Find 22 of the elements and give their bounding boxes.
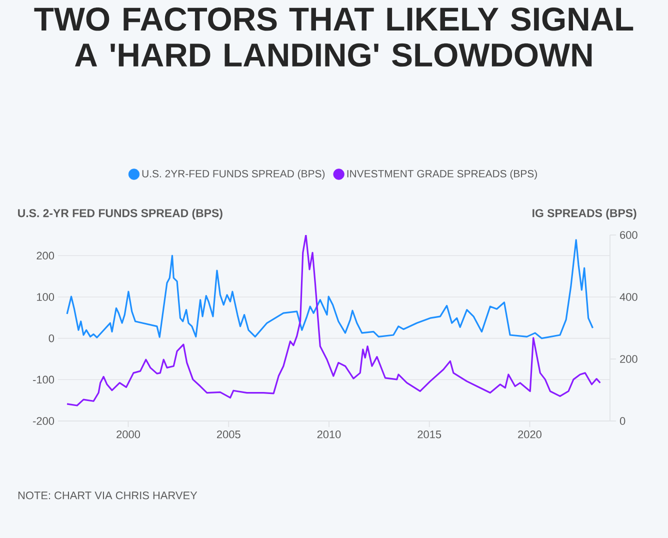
y-axis-title: U.S. 2-YR FED FUNDS SPREAD (BPS) bbox=[18, 208, 222, 220]
x-tick-label: 2020 bbox=[518, 430, 542, 438]
legend-label: U.S. 2YR-FED FUNDS SPREAD (BPS) bbox=[142, 170, 325, 180]
y-tick-label: 200 bbox=[36, 252, 54, 260]
y2-tick-label: 200 bbox=[620, 355, 638, 363]
line-series bbox=[66, 239, 594, 340]
y-tick-label: -200 bbox=[33, 417, 54, 425]
y2-tick-label: 600 bbox=[620, 231, 638, 239]
text: NOTE: CHART VIA CHRIS HARVEY bbox=[18, 492, 198, 500]
y2-axis-title: IG SPREADS (BPS) bbox=[532, 208, 636, 220]
y-tick-label: 0 bbox=[48, 334, 54, 342]
y2-tick-label: 0 bbox=[620, 417, 626, 425]
y-tick-label: 100 bbox=[37, 293, 54, 301]
x-tick-label: 2015 bbox=[418, 430, 442, 438]
line-series bbox=[66, 234, 601, 406]
x-tick-label: 2000 bbox=[116, 430, 140, 438]
y-tick-label: -100 bbox=[33, 376, 54, 384]
y2-tick-label: 400 bbox=[620, 293, 638, 301]
x-tick-label: 2010 bbox=[317, 430, 341, 438]
x-tick-label: 2005 bbox=[216, 430, 240, 438]
legend-label: INVESTMENT GRADE SPREADS (BPS) bbox=[347, 170, 537, 180]
chart-title: TWO FACTORS THAT LIKELY SIGNAL A 'HARD LANDING' SLOWDOWN bbox=[34, 8, 634, 67]
